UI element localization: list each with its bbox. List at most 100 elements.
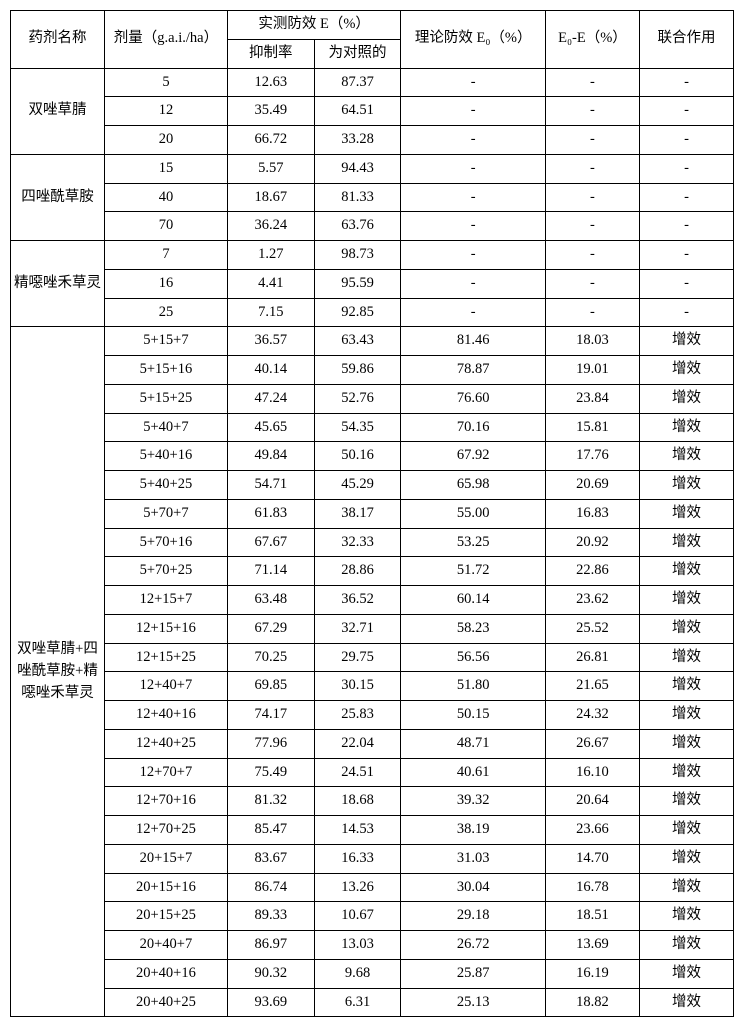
inhibition-cell: 71.14 — [227, 557, 314, 586]
control-cell: 24.51 — [314, 758, 401, 787]
table-row: 20+15+1686.7413.2630.0416.78增效 — [11, 873, 734, 902]
table-body: 双唑草腈512.6387.37---1235.4964.51---2066.72… — [11, 68, 734, 1017]
dose-cell: 20+40+25 — [104, 988, 227, 1017]
diff-cell: - — [545, 269, 639, 298]
dose-cell: 5+15+7 — [104, 327, 227, 356]
table-row: 12+70+2585.4714.5338.1923.66增效 — [11, 816, 734, 845]
control-cell: 63.76 — [314, 212, 401, 241]
control-cell: 29.75 — [314, 643, 401, 672]
inhibition-cell: 49.84 — [227, 442, 314, 471]
diff-cell: 17.76 — [545, 442, 639, 471]
inhibition-cell: 36.24 — [227, 212, 314, 241]
inhibition-cell: 54.71 — [227, 471, 314, 500]
theoretical-cell: - — [401, 269, 546, 298]
table-row: 双唑草腈+四唑酰草胺+精噁唑禾草灵5+15+736.5763.4381.4618… — [11, 327, 734, 356]
inhibition-cell: 70.25 — [227, 643, 314, 672]
effect-cell: 增效 — [639, 528, 733, 557]
diff-cell: - — [545, 298, 639, 327]
diff-cell: 24.32 — [545, 701, 639, 730]
theoretical-cell: 50.15 — [401, 701, 546, 730]
inhibition-cell: 36.57 — [227, 327, 314, 356]
inhibition-cell: 86.97 — [227, 931, 314, 960]
control-cell: 22.04 — [314, 729, 401, 758]
agent-name-cell: 精噁唑禾草灵 — [11, 241, 105, 327]
control-cell: 9.68 — [314, 959, 401, 988]
effect-cell: 增效 — [639, 356, 733, 385]
control-cell: 54.35 — [314, 413, 401, 442]
dose-cell: 20+15+25 — [104, 902, 227, 931]
dose-cell: 20 — [104, 126, 227, 155]
diff-cell: 21.65 — [545, 672, 639, 701]
effect-cell: 增效 — [639, 643, 733, 672]
control-cell: 81.33 — [314, 183, 401, 212]
diff-cell: 16.78 — [545, 873, 639, 902]
control-cell: 95.59 — [314, 269, 401, 298]
theoretical-cell: 60.14 — [401, 586, 546, 615]
diff-cell: 26.81 — [545, 643, 639, 672]
control-cell: 13.03 — [314, 931, 401, 960]
theoretical-cell: 76.60 — [401, 384, 546, 413]
control-cell: 36.52 — [314, 586, 401, 615]
diff-cell: - — [545, 183, 639, 212]
table-row: 12+70+775.4924.5140.6116.10增效 — [11, 758, 734, 787]
inhibition-cell: 69.85 — [227, 672, 314, 701]
theoretical-cell: 25.13 — [401, 988, 546, 1017]
dose-cell: 25 — [104, 298, 227, 327]
diff-cell: 20.92 — [545, 528, 639, 557]
control-cell: 16.33 — [314, 844, 401, 873]
dose-cell: 12+70+7 — [104, 758, 227, 787]
theoretical-cell: 67.92 — [401, 442, 546, 471]
effect-cell: - — [639, 241, 733, 270]
diff-cell: 16.83 — [545, 499, 639, 528]
control-cell: 98.73 — [314, 241, 401, 270]
theoretical-cell: 56.56 — [401, 643, 546, 672]
control-cell: 64.51 — [314, 97, 401, 126]
inhibition-cell: 12.63 — [227, 68, 314, 97]
control-cell: 92.85 — [314, 298, 401, 327]
table-row: 164.4195.59--- — [11, 269, 734, 298]
table-row: 257.1592.85--- — [11, 298, 734, 327]
diff-cell: 23.66 — [545, 816, 639, 845]
inhibition-cell: 63.48 — [227, 586, 314, 615]
theoretical-cell: 53.25 — [401, 528, 546, 557]
inhibition-cell: 5.57 — [227, 154, 314, 183]
control-cell: 32.33 — [314, 528, 401, 557]
inhibition-cell: 35.49 — [227, 97, 314, 126]
header-control: 为对照的 — [314, 39, 401, 68]
dose-cell: 5+15+25 — [104, 384, 227, 413]
theoretical-cell: - — [401, 183, 546, 212]
dose-cell: 5+40+7 — [104, 413, 227, 442]
dose-cell: 12+40+25 — [104, 729, 227, 758]
dose-cell: 40 — [104, 183, 227, 212]
theoretical-cell: 65.98 — [401, 471, 546, 500]
table-row: 四唑酰草胺155.5794.43--- — [11, 154, 734, 183]
control-cell: 33.28 — [314, 126, 401, 155]
header-diff: E₀-E（%） — [545, 11, 639, 69]
effect-cell: 增效 — [639, 844, 733, 873]
table-row: 12+15+1667.2932.7158.2325.52增效 — [11, 614, 734, 643]
control-cell: 30.15 — [314, 672, 401, 701]
agent-name-cell: 双唑草腈+四唑酰草胺+精噁唑禾草灵 — [11, 327, 105, 1017]
dose-cell: 12+15+16 — [104, 614, 227, 643]
theoretical-cell: 58.23 — [401, 614, 546, 643]
diff-cell: 18.82 — [545, 988, 639, 1017]
inhibition-cell: 74.17 — [227, 701, 314, 730]
dose-cell: 5+15+16 — [104, 356, 227, 385]
theoretical-cell: - — [401, 154, 546, 183]
theoretical-cell: - — [401, 212, 546, 241]
control-cell: 38.17 — [314, 499, 401, 528]
theoretical-cell: 70.16 — [401, 413, 546, 442]
effect-cell: 增效 — [639, 384, 733, 413]
header-dose: 剂量（g.a.i./ha） — [104, 11, 227, 69]
theoretical-cell: 51.72 — [401, 557, 546, 586]
effect-cell: 增效 — [639, 471, 733, 500]
dose-cell: 20+15+16 — [104, 873, 227, 902]
effect-cell: 增效 — [639, 902, 733, 931]
control-cell: 10.67 — [314, 902, 401, 931]
table-row: 20+40+2593.696.3125.1318.82增效 — [11, 988, 734, 1017]
effect-cell: 增效 — [639, 672, 733, 701]
diff-cell: 15.81 — [545, 413, 639, 442]
inhibition-cell: 89.33 — [227, 902, 314, 931]
control-cell: 50.16 — [314, 442, 401, 471]
theoretical-cell: - — [401, 68, 546, 97]
